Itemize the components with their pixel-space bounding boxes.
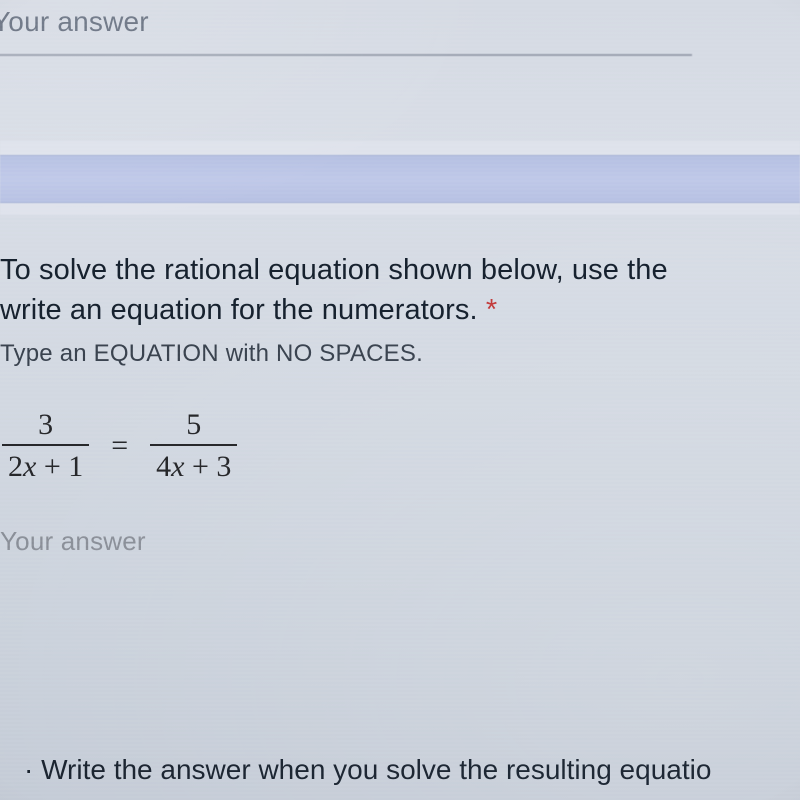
prev-answer-placeholder: Your answer <box>0 6 742 50</box>
question-title: To solve the rational equation shown bel… <box>0 250 800 330</box>
den-b: + 1 <box>44 450 83 483</box>
den-b: + 3 <box>192 450 231 483</box>
prev-answer-field[interactable]: Your answer <box>0 6 742 56</box>
answer-placeholder: Your answer <box>0 526 800 557</box>
fraction-right: 5 4x + 3 <box>150 408 237 484</box>
right-numerator: 5 <box>176 408 211 444</box>
form-page: Your answer To solve the rational equati… <box>0 0 800 800</box>
next-question-text: Write the answer when you solve the resu… <box>41 754 711 785</box>
right-denominator: 4x + 3 <box>150 446 237 484</box>
bullet-dot: · <box>24 754 33 785</box>
question-hint: Type an EQUATION with NO SPACES. <box>0 340 800 368</box>
question-title-line2: write an equation for the numerators. <box>0 294 478 326</box>
section-divider <box>0 155 800 203</box>
question-card: To solve the rational equation shown bel… <box>0 242 800 557</box>
left-numerator: 3 <box>28 408 63 444</box>
den-a: 2 <box>8 450 23 483</box>
fraction-left: 3 2x + 1 <box>2 408 89 484</box>
den-a: 4 <box>156 450 171 483</box>
den-var: x <box>171 450 184 483</box>
fraction-bar <box>150 444 237 446</box>
question-title-line1: To solve the rational equation shown bel… <box>0 254 668 286</box>
left-denominator: 2x + 1 <box>2 446 89 484</box>
equation: 3 2x + 1 = 5 4x + 3 <box>2 408 800 484</box>
required-asterisk: * <box>486 294 497 326</box>
answer-field[interactable]: Your answer <box>0 526 800 557</box>
prev-answer-underline <box>0 54 692 56</box>
fraction-bar <box>2 444 89 446</box>
equals-sign: = <box>111 429 128 463</box>
den-var: x <box>23 450 36 483</box>
next-question-peek: · Write the answer when you solve the re… <box>24 754 800 786</box>
